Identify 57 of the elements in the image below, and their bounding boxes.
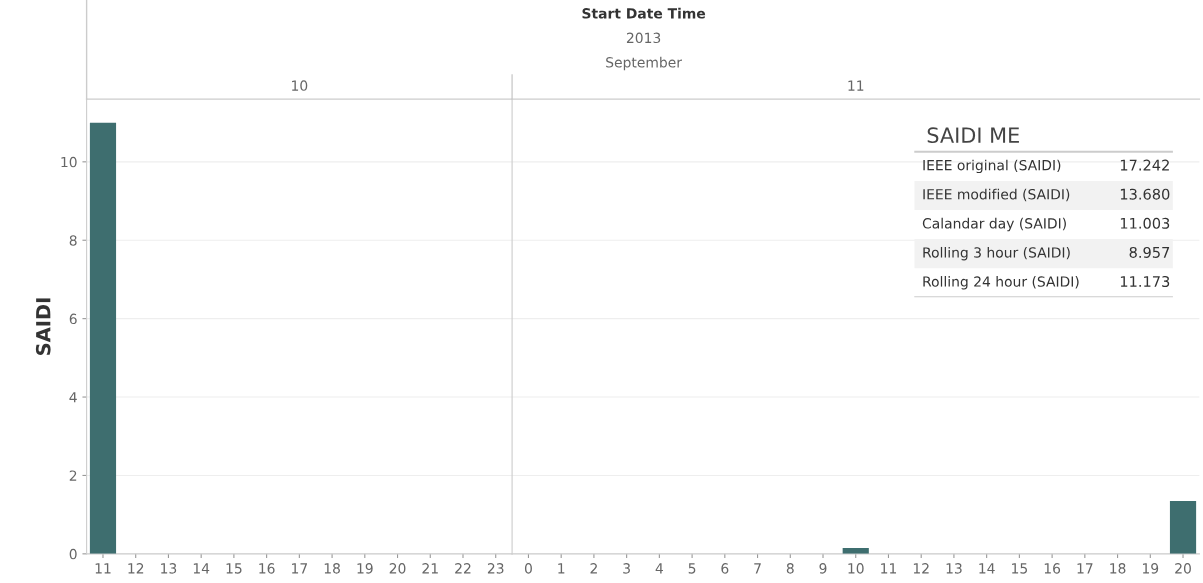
- x-tick-label: 14: [979, 563, 995, 574]
- x-tick-label: 15: [1012, 563, 1028, 574]
- x-tick-label: 19: [1142, 563, 1159, 574]
- x-tick-label: 13: [946, 563, 962, 574]
- x-tick-label: 9: [819, 563, 827, 574]
- x-tick-label: 20: [1175, 563, 1191, 574]
- annotation: Rolling 3 hour (SAIDI): [923, 246, 1070, 261]
- x-tick-label: 12: [913, 563, 929, 574]
- x-tick-label: 15: [226, 563, 242, 574]
- x-tick-label: 16: [1044, 563, 1061, 574]
- y-tick-label: 4: [69, 392, 77, 403]
- y-tick-label: 0: [69, 548, 77, 560]
- x-tick-label: 17: [1077, 563, 1093, 574]
- annotation: 11.173: [1120, 275, 1170, 288]
- x-tick-label: 17: [292, 563, 307, 574]
- x-tick-label: 11: [95, 563, 111, 574]
- x-tick-label: 2: [590, 563, 597, 574]
- y-tick-label: 6: [69, 313, 77, 325]
- chart-title: 10: [292, 80, 308, 91]
- x-tick-label: 18: [1110, 563, 1126, 574]
- x-tick-label: 20: [389, 563, 406, 574]
- x-tick-label: 11: [881, 563, 897, 574]
- annotation: Rolling 24 hour (SAIDI): [923, 276, 1079, 290]
- annotation: 11.003: [1120, 217, 1170, 229]
- x-tick-label: 8: [786, 563, 794, 574]
- x-tick-label: 19: [357, 563, 373, 574]
- x-tick-label: 22: [455, 563, 471, 574]
- x-tick-label: 6: [721, 563, 729, 574]
- text: Start Date Time: [582, 7, 706, 19]
- y-tick-label: 2: [69, 470, 77, 481]
- x-tick-label: 13: [161, 563, 177, 574]
- x-tick-label: 23: [487, 563, 504, 574]
- x-tick-label: 3: [623, 563, 630, 574]
- x-tick-label: 12: [128, 563, 144, 574]
- text: September: [606, 56, 682, 71]
- x-tick-label: 16: [259, 563, 275, 574]
- text: 2013: [626, 32, 661, 44]
- x-tick-label: 14: [193, 563, 210, 574]
- x-tick-label: 10: [848, 563, 864, 574]
- chart-title: 11: [848, 80, 864, 91]
- x-tick-label: 7: [754, 563, 761, 574]
- x-tick-label: 1: [558, 563, 565, 574]
- annotation: 17.242: [1120, 159, 1169, 171]
- annotation: Calandar day (SAIDI): [922, 217, 1066, 232]
- x-tick-label: 5: [688, 563, 696, 574]
- annotation: IEEE original (SAIDI): [923, 159, 1061, 174]
- x-tick-label: 21: [422, 563, 438, 574]
- y-tick-label: 8: [69, 235, 77, 246]
- text: SAIDI ME: [927, 127, 1019, 144]
- annotation: 13.680: [1120, 188, 1170, 200]
- annotation: 8.957: [1129, 246, 1170, 258]
- y-tick-label: 10: [61, 156, 77, 168]
- x-tick-label: 0: [524, 563, 532, 574]
- y-axis-title: SAIDI: [35, 298, 51, 355]
- x-tick-label: 4: [655, 563, 664, 574]
- annotation: IEEE modified (SAIDI): [923, 188, 1070, 202]
- x-tick-label: 18: [324, 563, 340, 574]
